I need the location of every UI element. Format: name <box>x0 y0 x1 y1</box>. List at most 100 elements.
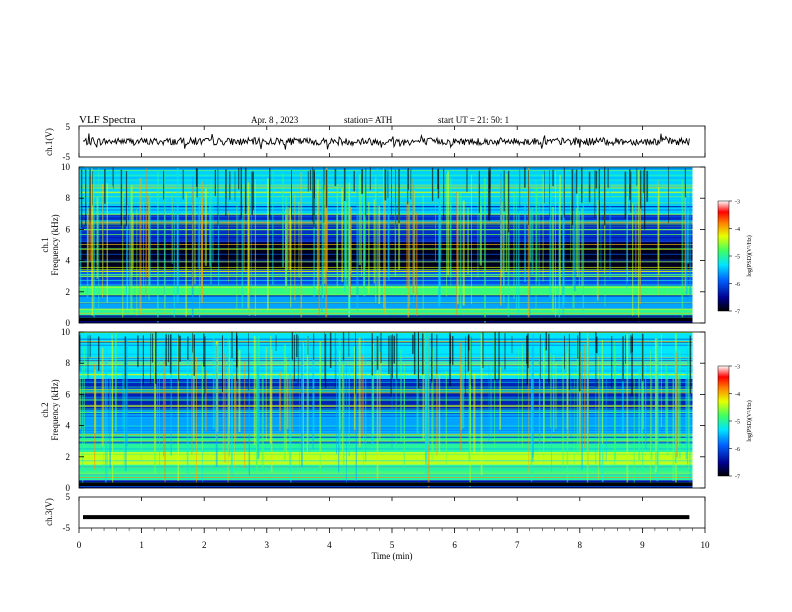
spectrogram-dark-streak <box>545 332 547 351</box>
ch1-spec-ylabel-channel: ch.1 <box>40 237 50 252</box>
spectrogram-dark-streak <box>203 333 205 367</box>
spectrogram-dark-streak <box>544 170 545 204</box>
time-axis-tick-label: 2 <box>202 540 207 550</box>
spectrogram-dark-streak <box>526 335 528 364</box>
spectrogram-dark-streak <box>169 334 172 374</box>
spectrogram-ytick-label: 0 <box>66 483 71 493</box>
spectrogram-ytick-label: 6 <box>66 224 71 234</box>
spectrogram-dark-streak <box>413 332 416 375</box>
spectrogram-dark-streak <box>436 334 438 374</box>
spectrogram-dark-streak <box>163 170 165 200</box>
spectrogram-dark-streak <box>104 169 106 204</box>
spectrogram-sferic <box>201 363 204 451</box>
spectrogram-dark-streak <box>470 336 472 385</box>
spectrogram-sferic <box>582 185 585 314</box>
spectrogram-sferic <box>102 193 104 281</box>
spectrogram-sferic <box>272 170 274 285</box>
spectrogram-tone <box>79 392 693 394</box>
spectrogram-dark-streak <box>641 333 644 382</box>
ch1-waveform-xticks <box>78 126 706 157</box>
ch1-colorbar: -3 -4 -5 -6 -7 log(PSD)(V²/Hz) <box>717 200 753 316</box>
spectrogram-sferic <box>146 167 147 278</box>
spectrogram-sferic <box>343 341 345 473</box>
spectrogram-dark-streak <box>498 332 500 380</box>
spectrogram-sferic <box>105 346 107 483</box>
spectrogram-dark-streak <box>313 333 315 361</box>
spectrogram-sferic <box>191 335 193 455</box>
time-axis-tick-label: 6 <box>452 540 457 550</box>
spectrogram-sferic <box>300 172 303 318</box>
spectrogram-sferic <box>436 363 438 456</box>
spectrogram-tone <box>79 430 693 432</box>
spectrogram-dark-streak <box>631 336 633 396</box>
time-axis-tick-label: 0 <box>77 540 82 550</box>
ch2-spectrogram-panel: 0 2 4 6 8 10 ch.2 Frequency (kHz) <box>40 327 706 493</box>
spectrogram-dark-streak <box>689 335 691 394</box>
spectrogram-sferic <box>674 350 677 463</box>
spectrogram-sferic <box>550 353 552 429</box>
spectrogram-dark-streak <box>269 168 271 218</box>
spectrogram-sferic <box>289 363 291 472</box>
spectrogram-dark-streak <box>178 334 180 381</box>
spectrogram-dark-streak <box>307 336 309 356</box>
spectrogram-sferic <box>358 174 361 266</box>
spectrogram-sferic <box>236 205 238 311</box>
spectrogram-sferic <box>126 192 128 308</box>
colorbar-tick-label: -6 <box>735 282 740 288</box>
spectrogram-sferic <box>507 199 510 317</box>
spectrogram-dark-streak <box>204 336 206 394</box>
spectrogram-sferic <box>408 169 411 306</box>
spectrogram-sferic <box>543 347 545 443</box>
spectrogram-sferic <box>248 352 250 476</box>
spectrogram-sferic <box>345 203 348 292</box>
spectrogram-sferic <box>501 201 503 278</box>
time-axis-tick-label: 4 <box>327 540 332 550</box>
spectrogram-dark-streak <box>353 170 355 192</box>
spectrogram-sferic <box>384 189 386 314</box>
spectrogram-sferic <box>312 355 315 441</box>
spectrogram-sferic <box>177 337 179 481</box>
spectrogram-sferic <box>689 192 692 303</box>
spectrogram-dark-streak <box>398 168 400 224</box>
spectrogram-dark-streak <box>408 168 409 191</box>
spectrogram-dark-streak <box>563 167 565 218</box>
spectrogram-sferic <box>518 348 519 444</box>
spectrogram-dark-streak <box>422 333 424 375</box>
spectrogram-dark-streak <box>234 171 236 201</box>
spectrogram-sferic <box>322 182 324 298</box>
spectrogram-sferic <box>575 208 578 270</box>
ch1-waveform-panel: 5 -5 ch.1(V) <box>44 122 706 162</box>
spectrogram-sferic <box>604 205 605 274</box>
spectrogram-tone <box>79 370 693 372</box>
spectrogram-sferic <box>387 173 390 279</box>
spectrogram-sferic <box>283 344 286 461</box>
spectrogram-sferic <box>579 351 581 452</box>
spectrogram-sferic <box>378 205 381 304</box>
spectrogram-dark-streak <box>504 333 506 370</box>
spectrogram-dark-streak <box>595 170 598 189</box>
spectrogram-dark-streak <box>334 333 336 388</box>
spectrogram-tone <box>79 389 693 390</box>
spectrogram-sferic <box>363 186 366 294</box>
spectrogram-sferic <box>212 335 215 429</box>
spectrogram-sferic <box>656 335 659 482</box>
spectrogram-dark-streak <box>577 335 579 359</box>
spectrogram-sferic <box>126 338 128 447</box>
spectrogram-dark-streak <box>540 334 541 381</box>
spectrogram-dark-streak <box>165 334 167 366</box>
spectrogram-ytick-label: 8 <box>66 193 71 203</box>
spectrogram-sferic <box>480 333 483 476</box>
ch2-spec-ylabel-channel: ch.2 <box>40 402 50 417</box>
spectrogram-sferic <box>209 191 211 267</box>
spectrogram-dark-streak <box>329 332 332 368</box>
spectrogram-sferic <box>626 210 628 289</box>
colorbar-tick-label: -5 <box>735 255 740 261</box>
spectrogram-sferic <box>539 335 541 445</box>
spectrogram-sferic <box>241 213 244 308</box>
spectrogram-dark-streak <box>595 332 597 388</box>
ch2-spectrogram-frame <box>78 331 706 489</box>
spectrogram-sferic <box>406 201 408 289</box>
ch2-spectrogram-yticks: 0 2 4 6 8 10 <box>61 327 705 493</box>
spectrogram-sferic <box>413 190 416 296</box>
